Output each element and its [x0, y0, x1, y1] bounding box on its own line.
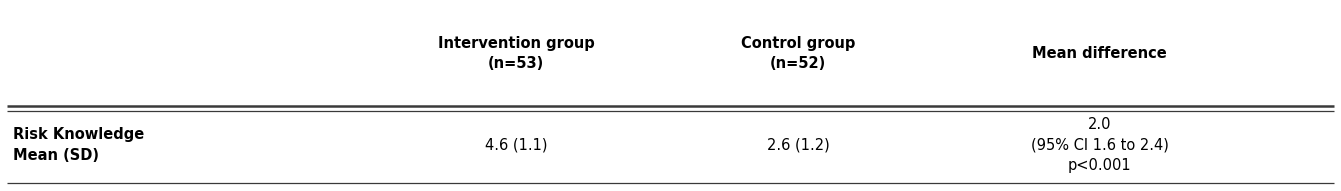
Text: Control group
(n=52): Control group (n=52) — [740, 36, 856, 71]
Text: Mean difference: Mean difference — [1033, 46, 1167, 61]
Text: 2.0
(95% CI 1.6 to 2.4)
p<0.001: 2.0 (95% CI 1.6 to 2.4) p<0.001 — [1031, 117, 1168, 173]
Text: Intervention group
(n=53): Intervention group (n=53) — [439, 36, 594, 71]
Text: 4.6 (1.1): 4.6 (1.1) — [485, 138, 547, 153]
Text: 2.6 (1.2): 2.6 (1.2) — [767, 138, 829, 153]
Text: Risk Knowledge
Mean (SD): Risk Knowledge Mean (SD) — [13, 127, 145, 163]
